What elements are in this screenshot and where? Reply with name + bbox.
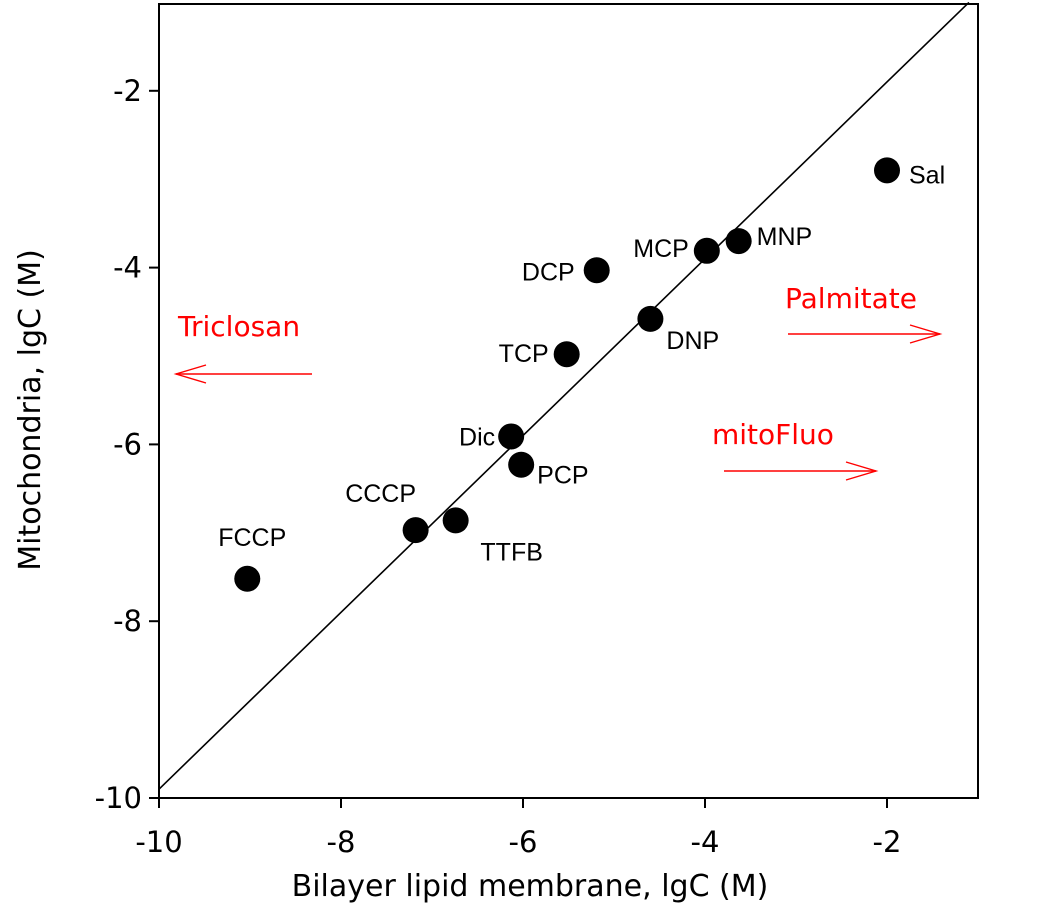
point-label-dic: Dic [459,423,495,451]
x-tick-label: -2 [873,825,902,859]
data-point-tcp [553,341,580,368]
point-label-pcp: PCP [537,462,588,490]
annotation-arrowhead-mitofluo [845,461,879,481]
annotation-arrowhead-triclosan [173,364,207,384]
point-label-dcp: DCP [522,258,575,286]
data-point-mcp [693,237,720,264]
data-point-dnp [637,305,664,332]
annotation-palmitate: Palmitate [785,282,917,315]
data-point-dcp [583,257,610,284]
y-tick-label: -2 [113,74,142,108]
data-points [234,157,900,592]
data-point-sal [874,157,900,184]
annotations: Triclosan Palmitate mitoFluo [173,282,943,481]
point-label-mcp: MCP [633,235,689,263]
x-axis-title: Bilayer lipid membrane, lgC (M) [292,869,769,904]
point-label-ttfb: TTFB [480,538,543,566]
data-point-pcp [508,451,535,478]
x-tick-label: -10 [135,825,182,859]
annotation-mitofluo: mitoFluo [712,418,834,451]
y-tick-label: -10 [95,781,142,815]
reference-line [158,1,970,790]
data-point-dic [498,423,525,450]
point-label-fccp: FCCP [218,524,286,552]
data-point-fccp [234,565,261,592]
point-label-dnp: DNP [666,327,719,355]
annotation-triclosan: Triclosan [177,310,300,343]
x-tick-label: -4 [691,825,720,859]
point-labels: FCCP CCCP TTFB Dic PCP TCP DCP DNP MCP MNP Sal [218,161,945,566]
y-tick-label: -8 [113,604,142,638]
annotation-arrowhead-palmitate [909,324,943,344]
y-tick-label: -6 [113,427,142,461]
x-tick-label: -8 [327,825,356,859]
point-label-tcp: TCP [499,340,549,368]
data-point-cccp [402,517,429,544]
point-label-sal: Sal [909,161,945,189]
data-point-mnp [725,228,752,255]
y-tick-label: -4 [113,251,142,285]
point-label-mnp: MNP [757,223,813,251]
point-label-cccp: CCCP [345,480,416,508]
y-axis-title: Mitochondria, lgC (M) [13,249,48,571]
x-tick-label: -6 [509,825,538,859]
plot-frame [158,3,979,799]
data-point-ttfb [442,507,469,534]
y-axis-ticks: -10 -8 -6 -4 -2 [95,74,159,815]
x-axis-ticks: -10 -8 -6 -4 -2 [135,798,901,859]
